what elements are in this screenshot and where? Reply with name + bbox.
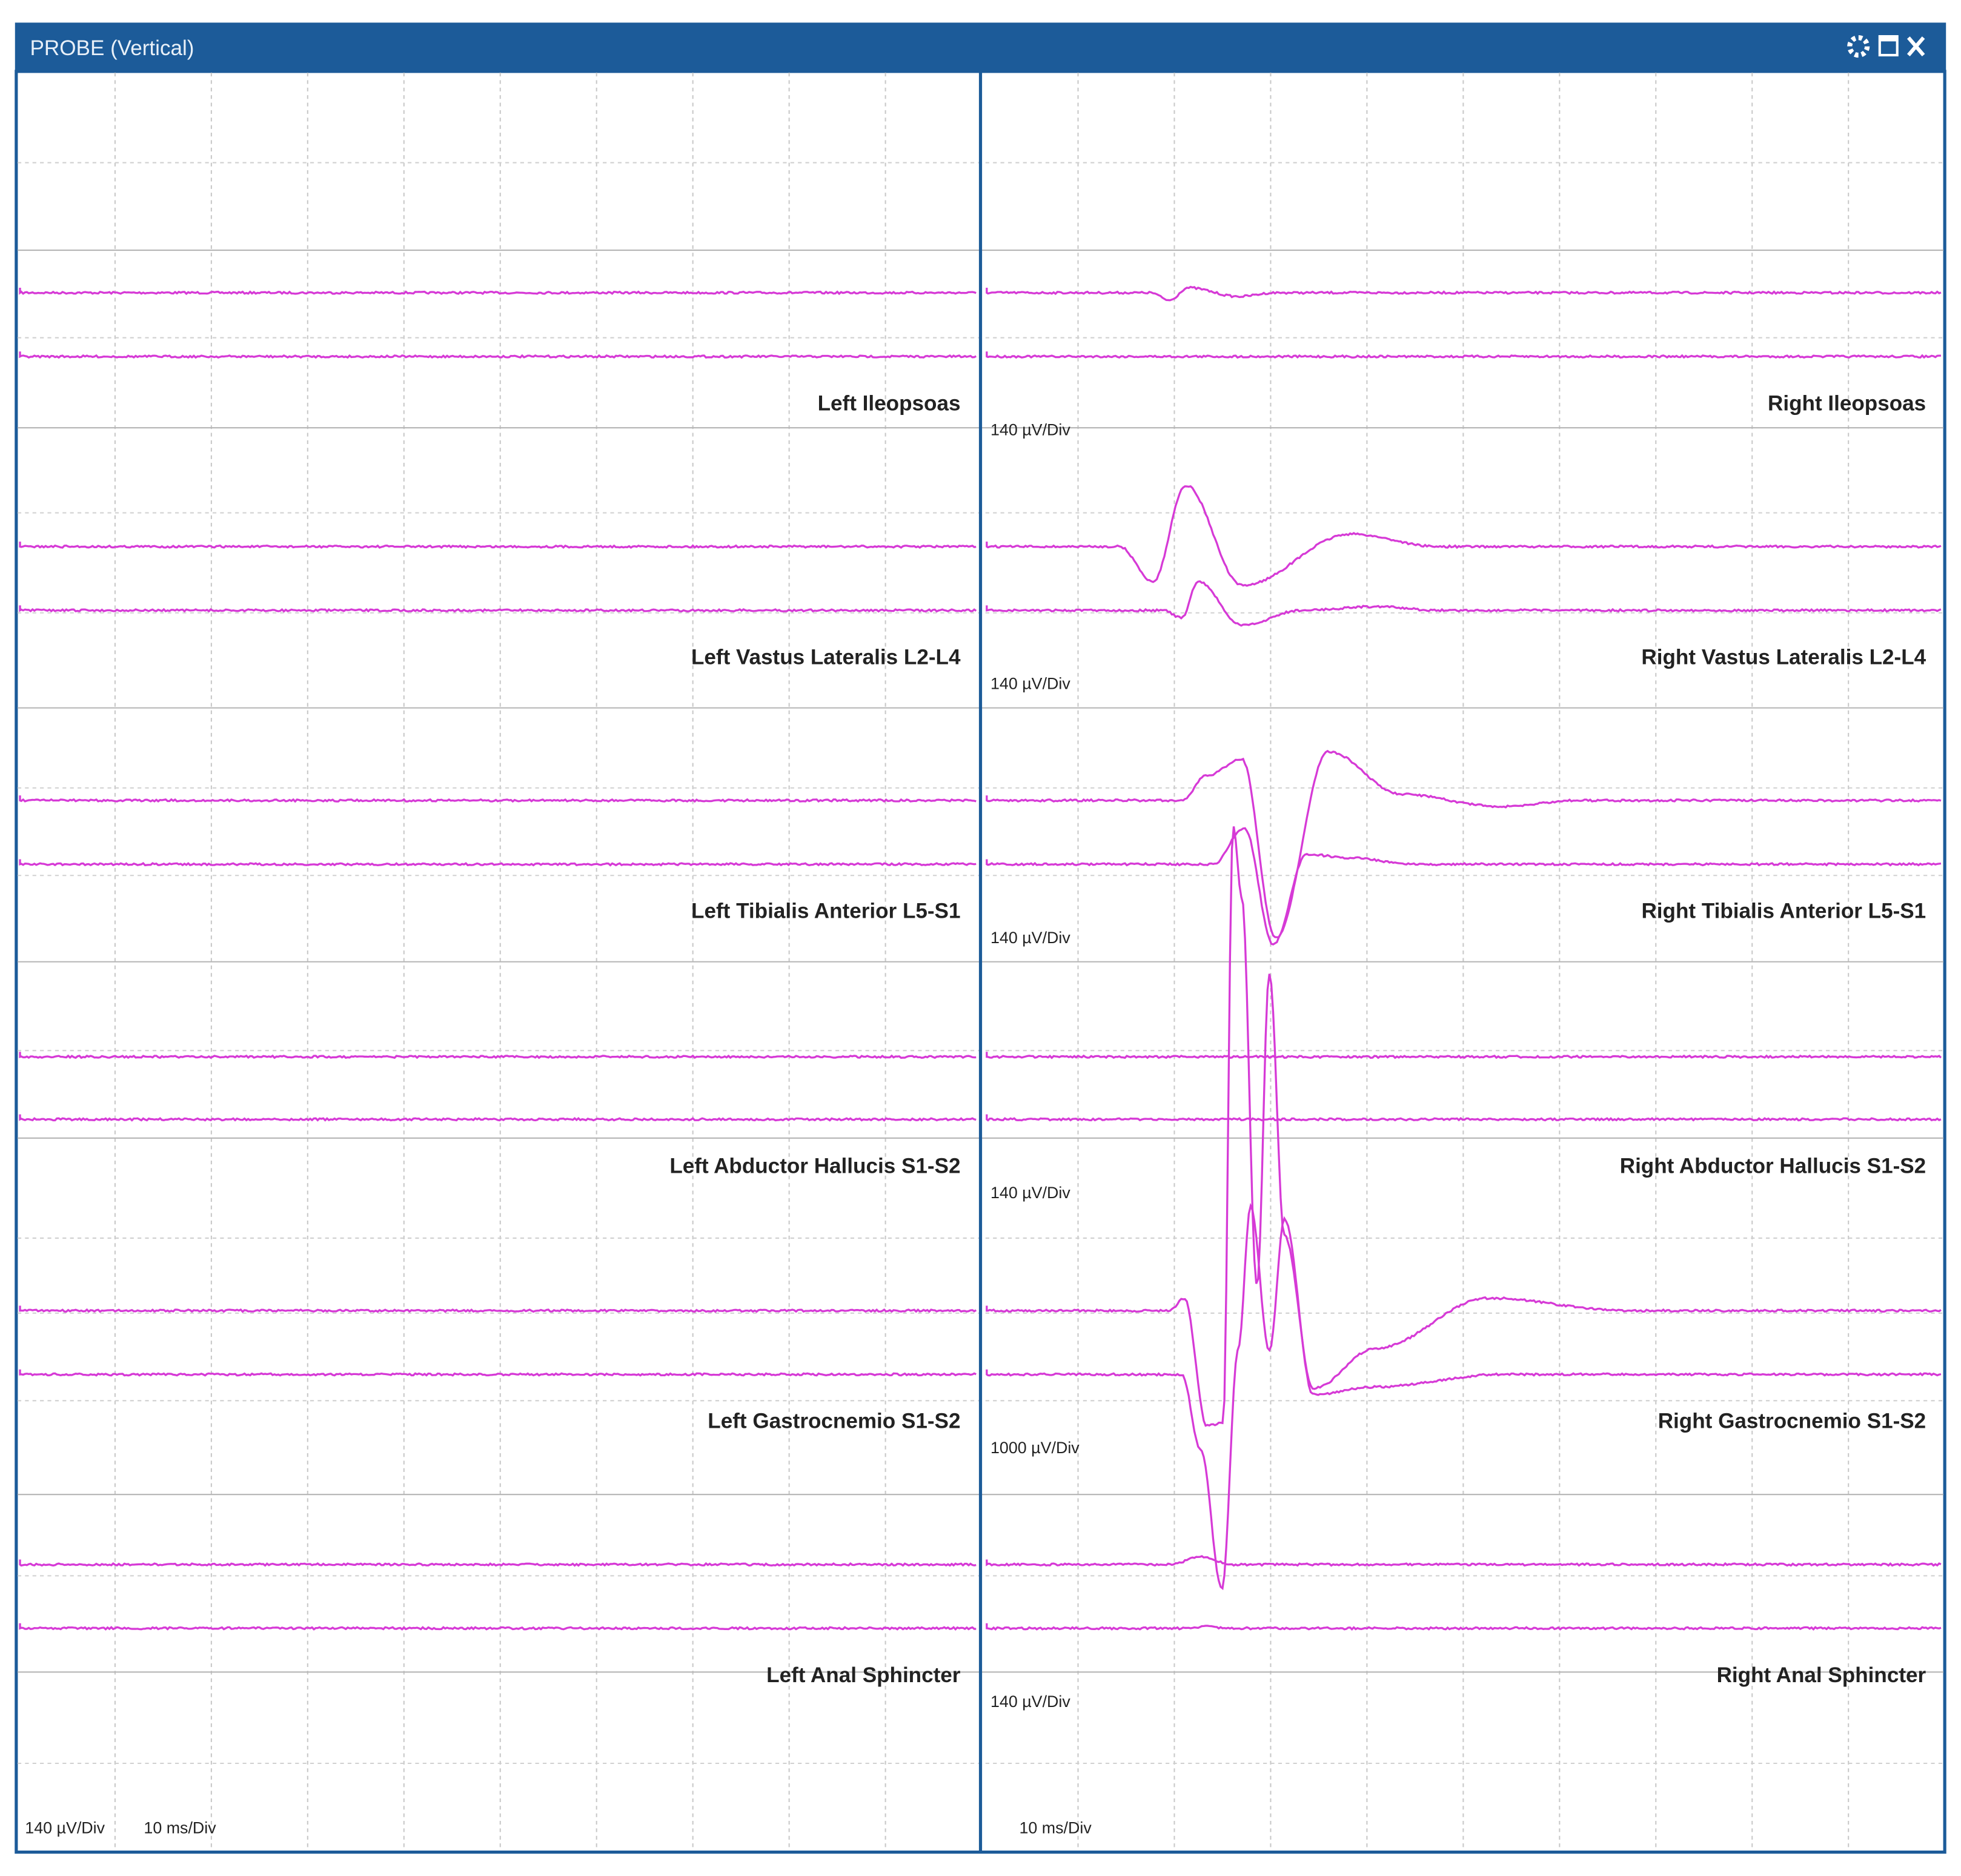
channel-label: Left Ileopsoas <box>818 391 961 415</box>
channel-label: Right Tibialis Anterior L5-S1 <box>1641 899 1926 923</box>
emg-trace <box>19 795 977 803</box>
emg-trace <box>19 351 977 359</box>
left-timebase: 10 ms/Div <box>144 1819 216 1837</box>
scale-label: 1000 µV/Div <box>990 1439 1080 1457</box>
scale-label: 140 µV/Div <box>990 1692 1070 1711</box>
channel-label: Right Gastrocnemio S1-S2 <box>1658 1410 1926 1433</box>
title-bar <box>15 22 1946 73</box>
traces <box>19 285 1942 1631</box>
emg-trace <box>986 827 1942 946</box>
window-title: PROBE (Vertical) <box>30 36 194 60</box>
emg-trace <box>986 285 1942 302</box>
emg-trace <box>19 1305 977 1313</box>
scale-label: 140 µV/Div <box>990 1184 1070 1202</box>
emg-trace <box>986 351 1941 359</box>
emg-trace <box>986 749 1942 938</box>
settings-button[interactable] <box>1847 35 1870 58</box>
emg-trace <box>986 1114 1942 1122</box>
scale-label: 140 µV/Div <box>990 675 1070 693</box>
scale-label: 140 µV/Div <box>990 421 1070 439</box>
emg-trace <box>986 826 1942 1427</box>
emg-trace <box>986 1623 1942 1631</box>
labels: Left Ileopsoas Right Ileopsoas 140 µV/Div L… <box>669 391 1926 1711</box>
emg-trace <box>19 1114 977 1122</box>
emg-trace <box>19 859 977 867</box>
close-button[interactable] <box>1906 36 1925 57</box>
channel-label: Right Vastus Lateralis L2-L4 <box>1641 645 1926 669</box>
emg-trace <box>19 1052 977 1059</box>
emg-trace <box>19 1623 977 1631</box>
emg-trace <box>986 485 1942 587</box>
emg-trace <box>19 542 977 549</box>
emg-trace <box>19 1369 977 1377</box>
emg-trace <box>986 580 1942 627</box>
maximize-icon-bar <box>1879 36 1897 42</box>
channel-label: Left Anal Sphincter <box>766 1663 961 1687</box>
channel-label: Left Abductor Hallucis S1-S2 <box>669 1155 960 1178</box>
emg-trace <box>19 1559 977 1567</box>
channel-label: Right Anal Sphincter <box>1717 1663 1926 1687</box>
emg-trace <box>19 605 977 613</box>
emg-trace <box>19 288 977 296</box>
scale-label: 140 µV/Div <box>990 929 1070 947</box>
channel-label: Right Ileopsoas <box>1768 391 1926 415</box>
left-scale: 140 µV/Div <box>25 1819 105 1837</box>
channel-label: Left Vastus Lateralis L2-L4 <box>691 645 961 669</box>
channel-label: Left Tibialis Anterior L5-S1 <box>691 899 960 923</box>
right-timebase: 10 ms/Div <box>1019 1819 1092 1837</box>
channel-label: Right Abductor Hallucis S1-S2 <box>1620 1155 1926 1178</box>
emg-trace <box>986 1202 1942 1591</box>
emg-trace <box>986 1052 1942 1059</box>
channel-label: Left Gastrocnemio S1-S2 <box>708 1410 960 1433</box>
emg-trace <box>986 1555 1942 1567</box>
